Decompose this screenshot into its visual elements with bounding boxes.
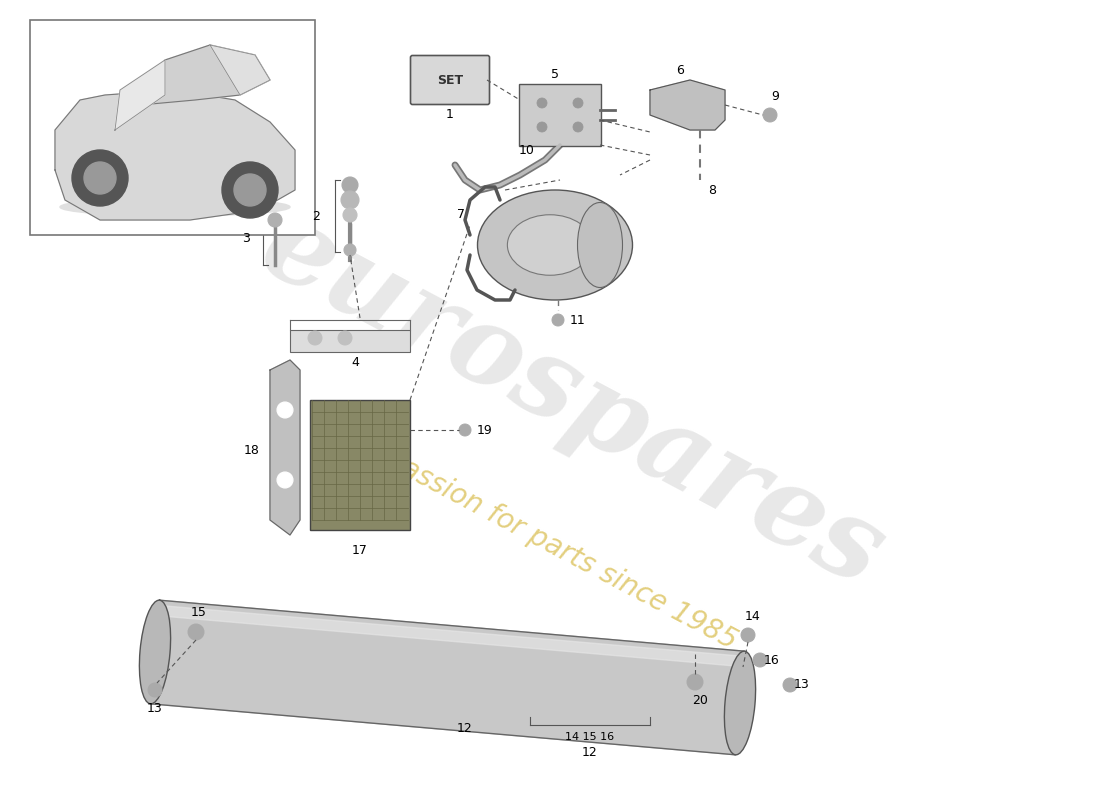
Text: 10: 10 bbox=[519, 143, 535, 157]
Text: a passion for parts since 1985: a passion for parts since 1985 bbox=[359, 433, 741, 655]
Circle shape bbox=[222, 162, 278, 218]
Text: 5: 5 bbox=[551, 69, 559, 82]
Text: 9: 9 bbox=[771, 90, 779, 103]
Circle shape bbox=[148, 683, 162, 697]
Circle shape bbox=[342, 177, 358, 193]
Text: 7: 7 bbox=[456, 209, 465, 222]
Bar bbox=[30, 20, 315, 235]
Circle shape bbox=[268, 213, 282, 227]
Circle shape bbox=[308, 331, 322, 345]
Circle shape bbox=[459, 424, 471, 436]
Text: 13: 13 bbox=[147, 702, 163, 714]
Circle shape bbox=[277, 402, 293, 418]
Text: 19: 19 bbox=[477, 423, 493, 437]
Bar bbox=[290, 330, 410, 352]
Circle shape bbox=[72, 150, 128, 206]
Text: 18: 18 bbox=[244, 443, 260, 457]
Circle shape bbox=[341, 191, 359, 209]
Polygon shape bbox=[151, 600, 745, 755]
Polygon shape bbox=[116, 45, 270, 130]
Text: 12: 12 bbox=[458, 722, 473, 734]
Ellipse shape bbox=[578, 202, 623, 287]
Circle shape bbox=[552, 314, 564, 326]
Circle shape bbox=[338, 331, 352, 345]
Text: 14: 14 bbox=[745, 610, 761, 623]
Circle shape bbox=[537, 98, 547, 108]
Text: 4: 4 bbox=[351, 355, 359, 369]
Text: 13: 13 bbox=[794, 678, 810, 691]
Circle shape bbox=[344, 244, 356, 256]
Circle shape bbox=[573, 98, 583, 108]
Text: 11: 11 bbox=[570, 314, 585, 326]
Circle shape bbox=[188, 624, 204, 640]
Text: 20: 20 bbox=[692, 694, 708, 706]
Polygon shape bbox=[55, 90, 295, 220]
Polygon shape bbox=[270, 360, 300, 535]
Text: 3: 3 bbox=[242, 233, 250, 246]
Text: 16: 16 bbox=[764, 654, 780, 666]
FancyBboxPatch shape bbox=[519, 84, 601, 146]
Text: 12: 12 bbox=[582, 746, 598, 758]
Polygon shape bbox=[650, 80, 725, 130]
Text: eurospares: eurospares bbox=[243, 191, 901, 609]
Circle shape bbox=[277, 472, 293, 488]
Text: 2: 2 bbox=[312, 210, 320, 222]
Ellipse shape bbox=[140, 600, 170, 704]
Circle shape bbox=[234, 174, 266, 206]
Text: 14 15 16: 14 15 16 bbox=[565, 732, 614, 742]
Polygon shape bbox=[210, 45, 270, 95]
Text: 1: 1 bbox=[447, 109, 454, 122]
Ellipse shape bbox=[477, 190, 632, 300]
Circle shape bbox=[343, 208, 358, 222]
Circle shape bbox=[741, 628, 755, 642]
Text: SET: SET bbox=[437, 74, 463, 86]
Text: 8: 8 bbox=[708, 183, 716, 197]
Text: 15: 15 bbox=[191, 606, 207, 618]
Circle shape bbox=[688, 674, 703, 690]
Ellipse shape bbox=[507, 214, 593, 275]
Polygon shape bbox=[116, 60, 165, 130]
FancyBboxPatch shape bbox=[410, 55, 490, 105]
Ellipse shape bbox=[60, 198, 290, 216]
Circle shape bbox=[537, 122, 547, 132]
Circle shape bbox=[754, 653, 767, 667]
Text: 6: 6 bbox=[676, 63, 684, 77]
Circle shape bbox=[573, 122, 583, 132]
Circle shape bbox=[763, 108, 777, 122]
Text: 17: 17 bbox=[352, 543, 367, 557]
Circle shape bbox=[84, 162, 116, 194]
Bar bbox=[310, 400, 410, 530]
Circle shape bbox=[783, 678, 798, 692]
Polygon shape bbox=[158, 606, 744, 666]
Ellipse shape bbox=[725, 651, 756, 755]
